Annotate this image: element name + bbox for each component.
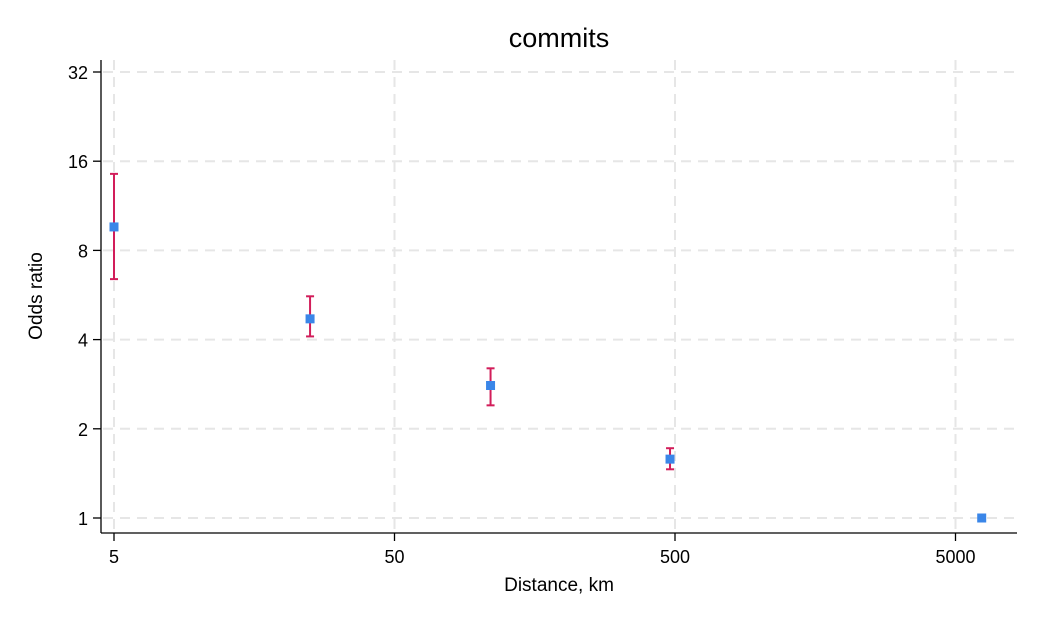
y-tick-label: 2: [78, 420, 88, 440]
x-tick-label: 5000: [935, 547, 975, 567]
x-axis-label: Distance, km: [504, 575, 614, 596]
data-point: [665, 454, 675, 464]
x-tick-label: 50: [384, 547, 404, 567]
data-point: [305, 314, 315, 324]
y-tick-label: 8: [78, 241, 88, 261]
grid-lines: [103, 60, 1017, 531]
y-tick-label: 16: [68, 152, 88, 172]
y-axis-ticks: 1 2 4 8 16 32: [68, 63, 101, 529]
y-axis-label: Odds ratio: [26, 252, 47, 340]
x-tick-label: 5: [109, 547, 119, 567]
data-markers: [109, 222, 987, 523]
data-point: [486, 380, 496, 390]
y-tick-label: 32: [68, 63, 88, 83]
x-axis-ticks: 5 50 500 5000: [109, 533, 976, 567]
x-tick-label: 500: [660, 547, 690, 567]
data-point: [109, 222, 119, 232]
y-tick-label: 4: [78, 331, 88, 351]
chart-title: commits: [509, 23, 610, 53]
error-bars: [110, 172, 986, 522]
y-tick-label: 1: [78, 509, 88, 529]
data-point: [977, 513, 987, 523]
